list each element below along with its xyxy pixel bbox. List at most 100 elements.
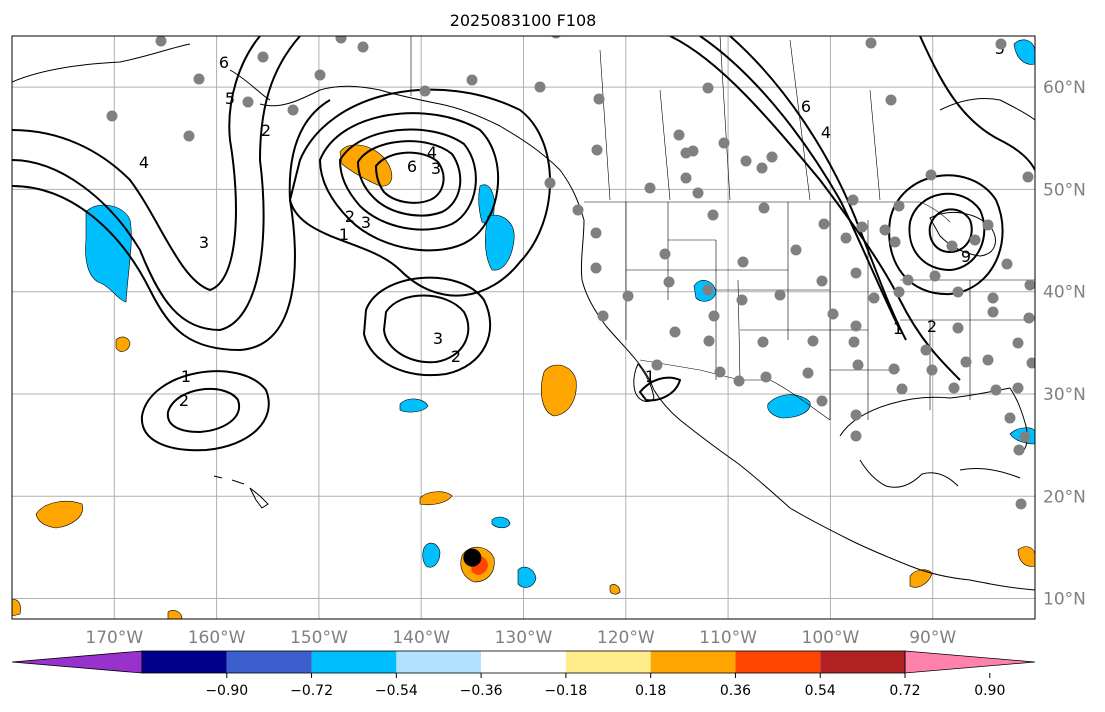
colorbar-tick-label: 0.90 — [974, 683, 1005, 699]
station-dot — [995, 38, 1007, 50]
orange-patch-aleutian — [339, 144, 393, 187]
station-markers — [106, 36, 1035, 510]
lon-tick-label: 100°W — [802, 628, 860, 648]
station-dot — [865, 37, 877, 49]
graticule — [12, 36, 1035, 619]
colorbar-swatch — [650, 651, 736, 673]
blue-patch-mexico — [767, 394, 811, 419]
station-dot — [850, 267, 862, 279]
colorbar-swatch — [565, 651, 651, 673]
lon-tick-label: 170°W — [85, 628, 143, 648]
station-dot — [990, 384, 1002, 396]
lon-tick-label: 130°W — [495, 628, 553, 648]
orange-patch-hawaii — [419, 491, 453, 506]
contour-label: 6 — [801, 97, 811, 116]
station-dot — [1023, 312, 1035, 324]
station-dot — [419, 85, 431, 97]
station-dot — [714, 366, 726, 378]
colorbar-tick-labels: −0.90 −0.72 −0.54 −0.36 −0.18 0.18 0.36 0.54 0.7… — [205, 673, 1005, 699]
station-dot — [840, 232, 852, 244]
contour-label: 2 — [345, 207, 355, 226]
station-dot — [856, 221, 868, 233]
station-dot — [708, 310, 720, 322]
station-dot — [896, 383, 908, 395]
colorbar-swatch — [226, 651, 312, 673]
contour-label: 5 — [225, 89, 235, 108]
colorbar-tick-label: 0.36 — [720, 683, 751, 699]
colorbar-extend-low — [11, 650, 143, 674]
station-dot — [257, 51, 269, 63]
station-dot — [242, 96, 254, 108]
contour-label: 1 — [339, 225, 349, 244]
station-dot — [827, 308, 839, 320]
station-dot — [590, 262, 602, 274]
blue-patch-small3 — [422, 542, 441, 568]
contour-label: 6 — [219, 53, 229, 72]
station-dot — [183, 130, 195, 142]
station-dot — [1001, 258, 1013, 270]
station-dot — [1012, 337, 1024, 349]
station-dot — [106, 110, 118, 122]
station-dot — [707, 209, 719, 221]
station-dot — [733, 375, 745, 387]
contour-label: 3 — [199, 233, 209, 252]
station-dot — [929, 270, 941, 282]
lat-tick-label: 10°N — [1043, 590, 1086, 610]
contour-low-subtrop-2 — [362, 276, 492, 377]
cuba-coast — [959, 467, 1021, 479]
station-dot — [680, 147, 692, 159]
station-dot — [790, 244, 802, 256]
colorbar-tick-label: −0.36 — [460, 683, 503, 699]
station-dot — [1004, 412, 1016, 424]
lon-tick-label: 120°W — [597, 628, 655, 648]
station-dot — [544, 177, 556, 189]
contour-label: 3 — [433, 329, 443, 348]
contour-label: 2 — [927, 317, 937, 336]
orange-patch-corner — [12, 599, 21, 617]
colorbar-swatch — [735, 651, 821, 673]
colorbar-tick-label: 0.72 — [889, 683, 920, 699]
contour-label: 9 — [961, 247, 971, 266]
blue-patch-ne — [1013, 39, 1035, 65]
storm-center-marker — [463, 548, 482, 567]
contour-low-gulf-2 — [318, 112, 500, 252]
lat-tick-label: 60°N — [1043, 78, 1086, 98]
contour-label: 2 — [451, 347, 461, 366]
contour-label: 1 — [893, 319, 903, 338]
contour-label-group: 1 2 3 4 6 3 1 2 3 2 4 3 2 6 5 1 1 2 4 6 — [139, 39, 1005, 410]
contour-low-gulf-5 — [374, 151, 445, 204]
station-dot — [969, 234, 981, 246]
station-dot — [644, 182, 656, 194]
lon-tick-label: 90°W — [909, 628, 956, 648]
station-dot — [193, 73, 205, 85]
coastlines — [12, 43, 1035, 591]
station-dot — [692, 187, 704, 199]
contour-north-west-3 — [12, 99, 331, 352]
station-dot — [952, 286, 964, 298]
station-dot — [1022, 171, 1034, 183]
station-dot — [534, 81, 546, 93]
station-dot — [920, 344, 932, 356]
station-dot — [756, 162, 768, 174]
contour-label: 4 — [427, 143, 437, 162]
colorbar-swatch — [481, 651, 566, 673]
colorbar-outline — [141, 650, 906, 674]
orange-patch-gulf-mex — [909, 569, 933, 588]
contour-label: 3 — [361, 213, 371, 232]
station-dot — [802, 367, 814, 379]
station-dot — [982, 219, 994, 231]
colorbar-swatch — [820, 651, 905, 673]
station-dot — [960, 356, 972, 368]
contour-north-west — [12, 36, 261, 292]
figure-title: 2025083100 F108 — [450, 11, 597, 30]
west-coast — [580, 219, 1035, 591]
contour-low-gulf-4 — [356, 140, 462, 217]
station-dot — [868, 292, 880, 304]
colorbar-swatch — [396, 651, 482, 673]
station-dot — [663, 276, 675, 288]
station-dot — [718, 137, 730, 149]
hawaii-islands — [213, 475, 269, 509]
orange-patch-subtropic — [541, 364, 577, 417]
station-dot — [287, 104, 299, 116]
contour-ne — [919, 36, 1035, 171]
